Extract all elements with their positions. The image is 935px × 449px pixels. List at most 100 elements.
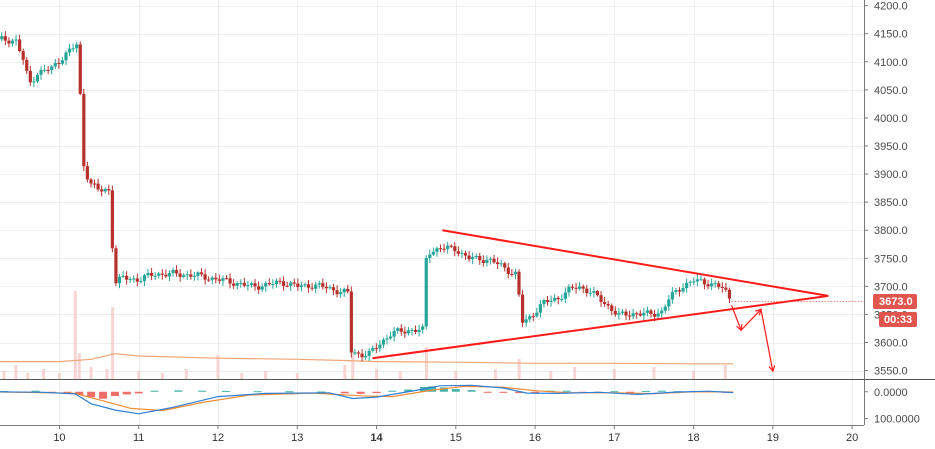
axes — [0, 0, 935, 426]
time-tick-label: 16 — [529, 432, 541, 444]
candle-body-up — [538, 304, 542, 313]
price-tick-label: 4100.0 — [874, 57, 908, 69]
volume-bar — [264, 371, 268, 379]
candle-body-up — [631, 313, 635, 317]
time-axis-labels[interactable]: 10 11 12 13 14 15 16 17 18 19 20 — [53, 425, 858, 444]
countdown-label: 00:33 — [884, 314, 912, 326]
candle-body-up — [424, 258, 428, 327]
candle-body-down — [510, 273, 514, 275]
candle-body-up — [645, 310, 650, 313]
candle-body-up — [713, 283, 717, 285]
indicator-tick-label: 0.0000 — [874, 387, 908, 399]
volume-bar — [549, 371, 553, 379]
candle-body-down — [125, 275, 129, 280]
candle-body-down — [706, 284, 710, 287]
histogram-bar-negative — [499, 391, 508, 393]
candle-body-down — [356, 352, 361, 354]
grid-lines — [0, 0, 864, 425]
volume-bar — [105, 369, 109, 379]
candle-body-up — [264, 283, 268, 287]
candle-body-down — [232, 283, 236, 286]
volume-bar — [343, 365, 347, 379]
volume-bar — [26, 373, 30, 379]
candle-body-up — [567, 286, 571, 293]
candle-body-down — [556, 297, 560, 300]
candle-body-up — [317, 283, 321, 285]
price-tick-label: 3550.0 — [874, 366, 908, 378]
candle-body-down — [164, 274, 168, 277]
volume-bar — [517, 359, 521, 379]
candle-body-down — [635, 313, 639, 315]
time-tick-label: 10 — [53, 432, 65, 444]
candle-body-up — [563, 292, 567, 299]
trendline-drawings[interactable] — [372, 229, 864, 373]
histogram-bar-positive — [174, 390, 183, 392]
candle-body-down — [603, 301, 607, 304]
candle-body-up — [488, 258, 493, 260]
histogram-bar-positive — [451, 389, 460, 392]
candle-body-up — [146, 272, 150, 276]
candle-body-up — [260, 286, 264, 290]
indicator-axis-labels: 0.0000 100.0000 — [864, 387, 920, 426]
candle-body-up — [67, 48, 72, 53]
candle-body-down — [467, 255, 471, 260]
candle-body-down — [574, 287, 578, 289]
candle-body-up — [128, 279, 132, 281]
candle-body-up — [39, 69, 43, 75]
volume-bar — [57, 373, 61, 379]
candle-body-down — [85, 166, 89, 180]
candle-body-up — [185, 274, 189, 276]
time-tick-label: 14 — [370, 432, 383, 444]
candlestick-series — [0, 31, 732, 362]
histogram-bar-positive — [31, 390, 40, 392]
candle-body-up — [392, 330, 396, 337]
histogram-bar-positive — [285, 391, 294, 393]
price-tick-label: 4150.0 — [874, 29, 908, 41]
candle-body-up — [660, 310, 664, 314]
candle-body-down — [456, 251, 460, 254]
volume-bar — [77, 353, 81, 379]
projection-arrow-down — [736, 324, 743, 332]
ma-line — [0, 353, 734, 365]
candle-body-down — [595, 291, 600, 296]
histogram-bar-negative — [515, 391, 524, 394]
histogram-bar-negative — [483, 391, 492, 393]
candle-body-down — [110, 190, 114, 249]
candle-body-up — [617, 312, 621, 315]
countdown-tag-bg — [879, 312, 917, 327]
candle-body-down — [349, 291, 353, 353]
histogram-bar-negative — [531, 391, 540, 393]
candle-body-down — [267, 283, 271, 285]
candle-body-down — [296, 283, 300, 287]
histogram-bar-positive — [404, 389, 413, 392]
price-tick-label: 3700.0 — [874, 281, 908, 293]
candle-body-up — [592, 291, 596, 293]
candle-body-down — [203, 274, 207, 280]
candle-body-down — [224, 278, 229, 280]
candle-body-down — [374, 348, 378, 350]
candle-body-up — [485, 259, 489, 263]
histogram-bar-negative — [99, 391, 108, 399]
histogram-bar-positive — [642, 390, 651, 392]
histogram-bar-negative — [340, 391, 349, 394]
candle-body-down — [581, 286, 585, 289]
candle-body-down — [135, 278, 139, 282]
volume-bar — [184, 369, 188, 379]
candle-body-up — [406, 330, 411, 334]
candle-body-down — [199, 272, 204, 275]
candle-body-down — [702, 279, 707, 285]
candle-body-down — [21, 51, 25, 60]
volume-bar — [295, 373, 299, 379]
candle-body-down — [174, 270, 179, 274]
candle-body-down — [82, 93, 86, 167]
candle-body-up — [0, 36, 4, 40]
macd-line — [0, 384, 734, 415]
candle-body-up — [342, 288, 346, 293]
candle-body-up — [499, 263, 503, 265]
price-tick-label: 3750.0 — [874, 253, 908, 265]
candle-body-down — [727, 289, 732, 299]
candle-body-down — [610, 305, 614, 311]
candle-body-down — [92, 183, 97, 185]
candle-body-down — [495, 262, 500, 265]
